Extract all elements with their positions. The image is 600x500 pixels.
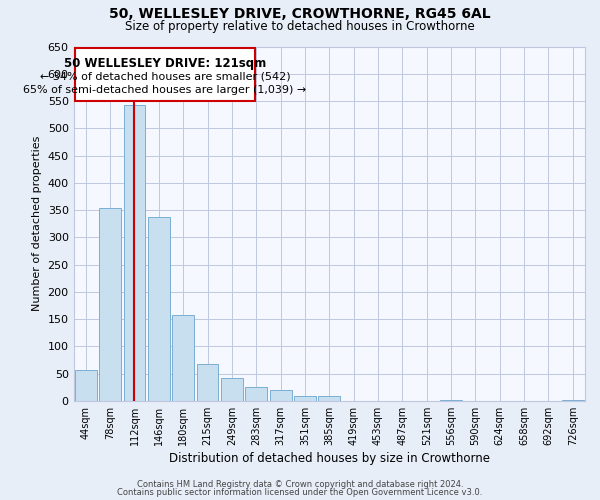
Y-axis label: Number of detached properties: Number of detached properties (32, 136, 42, 312)
Text: Contains HM Land Registry data © Crown copyright and database right 2024.: Contains HM Land Registry data © Crown c… (137, 480, 463, 489)
Bar (75, 370, 97, 401)
Bar (440, 400, 462, 401)
Bar (99, 208, 121, 401)
Text: Contains public sector information licensed under the Open Government Licence v3: Contains public sector information licen… (118, 488, 482, 497)
X-axis label: Distribution of detached houses by size in Crowthorne: Distribution of detached houses by size … (169, 452, 490, 465)
Text: ← 34% of detached houses are smaller (542): ← 34% of detached houses are smaller (54… (40, 71, 290, 81)
Bar (269, 390, 292, 401)
Bar (245, 387, 267, 401)
Bar (221, 378, 243, 401)
Bar (124, 106, 145, 401)
Text: 65% of semi-detached houses are larger (1,039) →: 65% of semi-detached houses are larger (… (23, 85, 307, 95)
Bar (294, 396, 316, 401)
Bar (148, 217, 170, 401)
Bar (172, 315, 194, 401)
Text: Size of property relative to detached houses in Crowthorne: Size of property relative to detached ho… (125, 20, 475, 33)
Bar (75, 48, 255, 101)
Text: 50 WELLESLEY DRIVE: 121sqm: 50 WELLESLEY DRIVE: 121sqm (64, 57, 266, 70)
Bar (562, 400, 584, 401)
Text: 50, WELLESLEY DRIVE, CROWTHORNE, RG45 6AL: 50, WELLESLEY DRIVE, CROWTHORNE, RG45 6A… (109, 8, 491, 22)
Bar (319, 396, 340, 401)
Bar (197, 364, 218, 401)
